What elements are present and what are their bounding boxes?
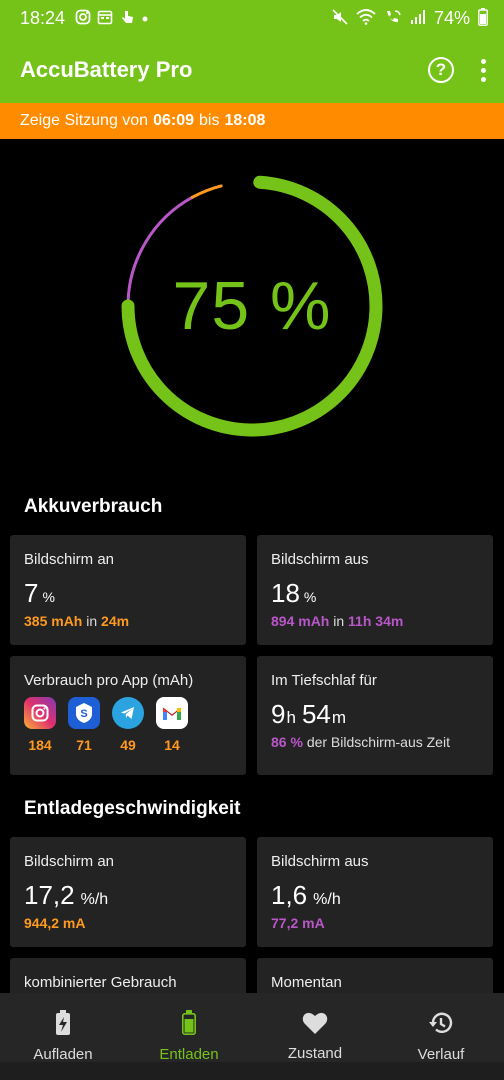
mute-icon <box>332 8 348 29</box>
nav-item-verlauf[interactable]: Verlauf <box>378 993 504 1080</box>
card-discharge-screen-off[interactable]: Bildschirm aus 1,6 %/h 77,2 mA <box>257 837 493 947</box>
gauge-ring <box>121 175 383 437</box>
gauge-percentage: 75 % <box>172 268 332 344</box>
battery-status-icon <box>478 7 488 30</box>
nav-item-entladen[interactable]: Entladen <box>126 993 252 1080</box>
status-time: 18:24 <box>20 8 66 28</box>
section-title-akkuverbrauch: Akkuverbrauch <box>24 496 163 517</box>
nav-label: Verlauf <box>417 1046 465 1063</box>
status-bar: 18:24 74% <box>0 0 504 37</box>
card-label: Bildschirm an <box>24 551 115 568</box>
session-word: bis <box>199 112 220 129</box>
dot-icon <box>141 10 149 27</box>
instagram-icon <box>75 9 91 29</box>
session-banner[interactable]: Zeige Sitzung von 06:09 bis 18:08 <box>0 103 504 139</box>
battery-percentage: 74% <box>433 8 470 28</box>
section-title-entladegeschwindigkeit: Entladegeschwindigkeit <box>24 798 241 819</box>
app-usage-item[interactable]: 14 <box>156 697 188 753</box>
signal-icon <box>410 9 426 29</box>
gmail-icon <box>156 697 188 729</box>
card-value: 7% <box>24 578 55 608</box>
app-usage-item[interactable]: 49 <box>112 697 144 753</box>
more-options-icon[interactable] <box>480 58 486 82</box>
gauge-arc-green <box>121 175 383 437</box>
nav-label: Aufladen <box>33 1046 93 1063</box>
card-subtext: 86 % der Bildschirm-aus Zeit <box>271 734 450 750</box>
nav-label: Zustand <box>287 1045 343 1062</box>
card-value: 18% <box>271 578 317 608</box>
card-label: kombinierter Gebrauch <box>24 974 177 991</box>
app-usage-item[interactable]: 184 <box>24 697 56 753</box>
heart-icon <box>302 1011 328 1039</box>
card-subtext: 385 mAh in 24m <box>24 613 130 629</box>
card-label: Momentan <box>271 974 342 991</box>
card-screen-off-usage[interactable]: Bildschirm aus 18% 894 mAh in 11h 34m <box>257 535 493 645</box>
system-navigation-bar <box>0 1062 504 1080</box>
session-prefix: Zeige Sitzung von <box>20 112 149 129</box>
card-value: 17,2 %/h <box>24 880 109 910</box>
card-per-app-usage[interactable]: Verbrauch pro App (mAh) 184 S 71 49 14 <box>10 656 246 775</box>
svg-text:S: S <box>80 708 87 720</box>
samsung-pass-icon: S <box>68 697 100 729</box>
history-icon <box>428 1010 454 1040</box>
card-subtext: 944,2 mA <box>24 915 86 931</box>
gauge-arc-orange <box>190 184 223 199</box>
card-value: 1,6 %/h <box>271 880 341 910</box>
telegram-icon <box>112 697 144 729</box>
touch-icon <box>119 9 135 29</box>
card-subtext: 894 mAh in 11h 34m <box>271 613 404 629</box>
nav-item-aufladen[interactable]: Aufladen <box>0 993 126 1080</box>
card-label: Bildschirm aus <box>271 551 369 568</box>
app-bar: AccuBattery Pro ? <box>0 37 504 103</box>
card-subtext: 77,2 mA <box>271 915 325 931</box>
nav-item-zustand[interactable]: Zustand <box>252 993 378 1080</box>
card-label: Im Tiefschlaf für <box>271 672 377 689</box>
battery-icon <box>181 1010 197 1040</box>
session-from: 06:09 <box>153 112 194 129</box>
card-deep-sleep[interactable]: Im Tiefschlaf für 9h 54m 86 % der Bildsch… <box>257 656 493 775</box>
card-screen-on-usage[interactable]: Bildschirm an 7% 385 mAh in 24m <box>10 535 246 645</box>
card-discharge-screen-on[interactable]: Bildschirm an 17,2 %/h 944,2 mA <box>10 837 246 947</box>
charging-battery-icon <box>55 1010 71 1040</box>
session-to: 18:08 <box>224 112 266 129</box>
gauge-arc-purple <box>126 195 194 308</box>
card-combined-usage[interactable]: kombinierter Gebrauch <box>10 958 246 998</box>
card-current-usage[interactable]: Momentan <box>257 958 493 998</box>
card-label: Bildschirm aus <box>271 853 369 870</box>
app-title: AccuBattery Pro <box>20 57 193 82</box>
instagram-icon <box>24 697 56 729</box>
help-icon[interactable]: ? <box>428 57 454 83</box>
wifi-icon <box>356 8 376 29</box>
nav-label: Entladen <box>159 1046 219 1063</box>
card-label: Verbrauch pro App (mAh) <box>24 672 194 689</box>
card-value: 9h 54m <box>271 699 347 729</box>
calendar-icon <box>97 9 113 29</box>
card-label: Bildschirm an <box>24 853 115 870</box>
app-usage-list: 184 S 71 49 14 <box>24 697 232 753</box>
app-usage-item[interactable]: S 71 <box>68 697 100 753</box>
battery-gauge: 75 % <box>114 168 390 444</box>
wifi-call-icon <box>384 9 402 29</box>
